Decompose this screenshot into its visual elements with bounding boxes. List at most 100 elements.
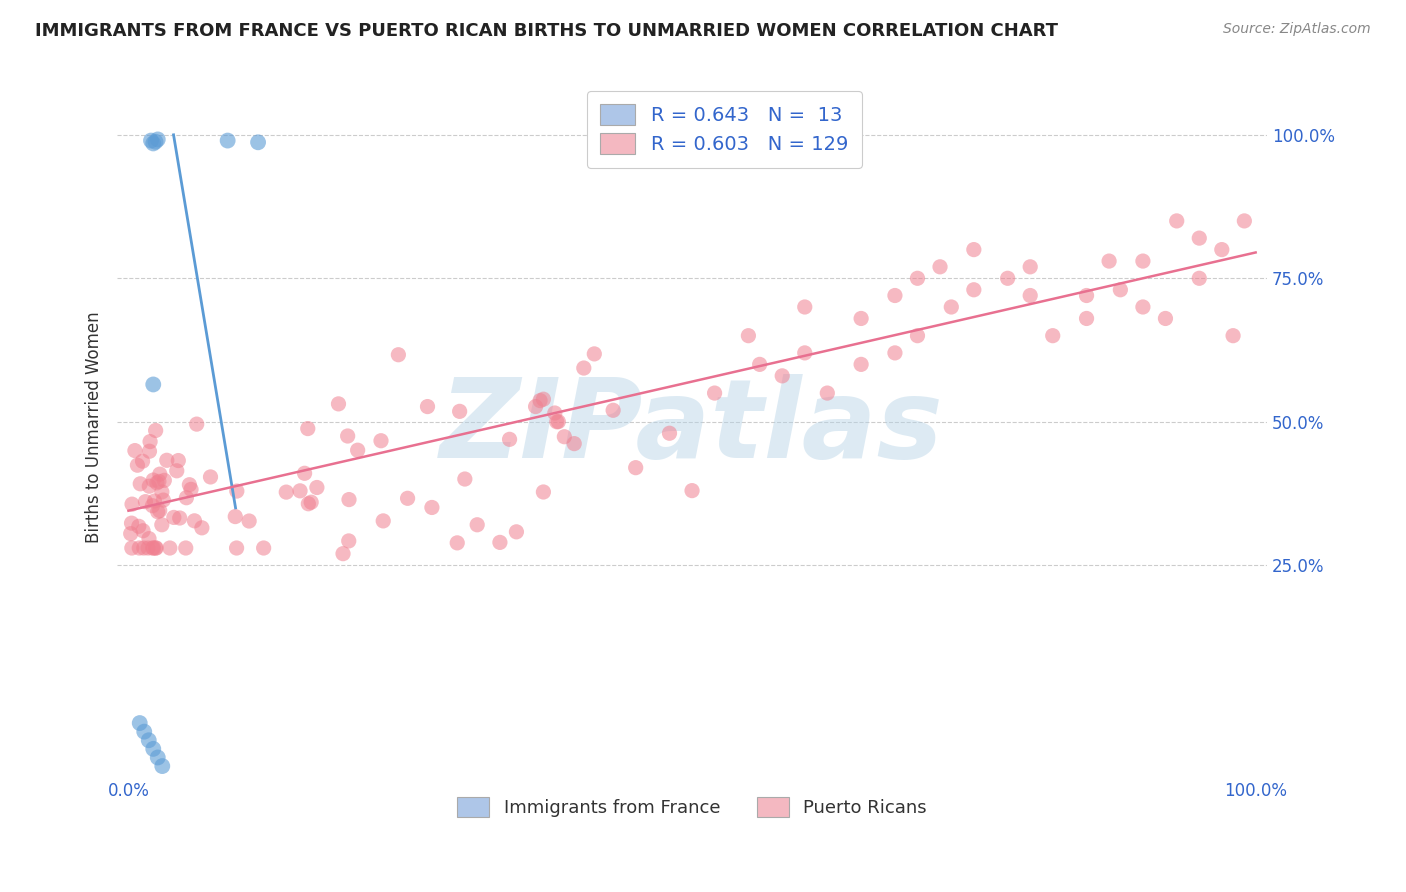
Point <box>166 464 188 478</box>
Point <box>602 403 624 417</box>
Point <box>138 532 160 546</box>
Point <box>907 328 929 343</box>
Point <box>139 134 162 148</box>
Point <box>297 497 319 511</box>
Point <box>124 443 146 458</box>
Point <box>1222 328 1244 343</box>
Point <box>139 434 162 449</box>
Point <box>180 483 202 497</box>
Point <box>159 541 181 555</box>
Point <box>420 500 443 515</box>
Point <box>299 495 322 509</box>
Point <box>547 415 569 429</box>
Point <box>150 517 173 532</box>
Point <box>305 481 328 495</box>
Point <box>416 400 439 414</box>
Point <box>179 477 201 491</box>
Point <box>793 346 815 360</box>
Point <box>1154 311 1177 326</box>
Point <box>145 135 167 149</box>
Point <box>152 493 174 508</box>
Point <box>247 136 270 150</box>
Point <box>146 505 169 519</box>
Point <box>748 357 770 371</box>
Point <box>332 547 354 561</box>
Point <box>238 514 260 528</box>
Point <box>156 453 179 467</box>
Point <box>142 742 165 756</box>
Text: ZIPatlas: ZIPatlas <box>440 374 943 481</box>
Point <box>941 300 963 314</box>
Text: IMMIGRANTS FROM FRANCE VS PUERTO RICAN BIRTHS TO UNMARRIED WOMEN CORRELATION CHA: IMMIGRANTS FROM FRANCE VS PUERTO RICAN B… <box>35 22 1059 40</box>
Point <box>1132 254 1154 268</box>
Point <box>624 460 647 475</box>
Point <box>120 526 142 541</box>
Point <box>737 328 759 343</box>
Point <box>153 474 176 488</box>
Point <box>127 458 149 473</box>
Point <box>148 475 170 489</box>
Point <box>121 516 143 531</box>
Point <box>128 716 150 731</box>
Point <box>146 750 169 764</box>
Point <box>1019 288 1042 302</box>
Point <box>134 494 156 508</box>
Point <box>142 473 165 487</box>
Point <box>373 514 395 528</box>
Point <box>1098 254 1121 268</box>
Point <box>132 541 155 555</box>
Point <box>346 443 368 458</box>
Point <box>963 243 986 257</box>
Point <box>815 386 838 401</box>
Point <box>546 415 568 429</box>
Point <box>489 535 512 549</box>
Point <box>163 510 186 524</box>
Point <box>145 424 167 438</box>
Point <box>465 517 488 532</box>
Point <box>849 311 872 326</box>
Point <box>138 444 160 458</box>
Point <box>658 426 681 441</box>
Point <box>129 476 152 491</box>
Point <box>142 136 165 151</box>
Point <box>121 497 143 511</box>
Point <box>121 541 143 555</box>
Point <box>446 536 468 550</box>
Point <box>143 494 166 508</box>
Point <box>328 397 350 411</box>
Point <box>498 433 520 447</box>
Point <box>1132 300 1154 314</box>
Point <box>997 271 1019 285</box>
Point <box>200 470 222 484</box>
Point <box>524 400 547 414</box>
Text: Source: ZipAtlas.com: Source: ZipAtlas.com <box>1223 22 1371 37</box>
Point <box>167 453 190 467</box>
Point <box>583 347 606 361</box>
Point <box>145 541 167 555</box>
Point <box>849 357 872 371</box>
Point <box>150 484 173 499</box>
Point <box>191 521 214 535</box>
Point <box>186 417 208 431</box>
Point <box>1188 231 1211 245</box>
Point <box>141 499 163 513</box>
Point <box>128 519 150 533</box>
Point <box>531 485 554 500</box>
Point <box>1042 328 1064 343</box>
Point <box>145 541 167 555</box>
Point <box>136 541 159 555</box>
Point <box>703 386 725 401</box>
Point <box>884 346 907 360</box>
Point <box>1233 214 1256 228</box>
Point <box>1188 271 1211 285</box>
Point <box>544 406 567 420</box>
Point <box>225 541 247 555</box>
Point <box>138 479 160 493</box>
Point <box>288 483 311 498</box>
Point <box>449 404 471 418</box>
Point <box>225 484 247 499</box>
Point <box>224 509 246 524</box>
Point <box>142 377 165 392</box>
Point <box>132 524 155 538</box>
Point <box>142 541 165 555</box>
